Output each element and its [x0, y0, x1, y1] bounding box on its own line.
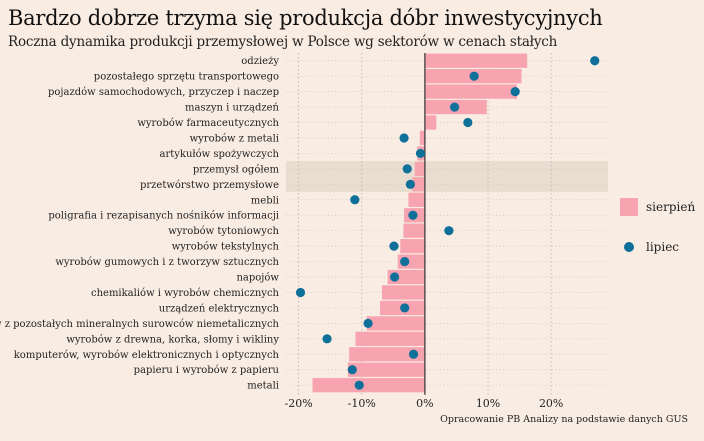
dot-lipiec: [408, 349, 419, 359]
dot-lipiec: [350, 195, 360, 205]
category-label: wyrobów z drewna, korka, słomy i wikliny: [66, 334, 279, 345]
x-tick-label: 20%: [539, 397, 563, 410]
bar-sierpien: [414, 161, 425, 176]
category-label: urządzeń elektrycznych: [159, 303, 280, 314]
dot-lipiec: [354, 380, 364, 390]
legend-swatch-bar: [620, 198, 638, 216]
category-label: pozostałego sprzętu transportowego: [94, 72, 279, 83]
category-label: poligrafia i rezapisanych nośników infor…: [48, 211, 279, 222]
dot-lipiec: [444, 226, 454, 236]
dot-lipiec: [363, 318, 373, 328]
category-label: wyrobów z metali: [190, 133, 279, 144]
x-tick-label: -10%: [348, 397, 376, 410]
category-label: papieru i wyrobów z papieru: [134, 365, 280, 376]
category-label: przemysł ogółem: [193, 164, 280, 175]
bar-sierpien: [400, 239, 425, 254]
category-label: wyrobów tytoniowych: [168, 226, 279, 237]
dot-lipiec: [347, 365, 357, 375]
bar-sierpien: [424, 115, 437, 130]
bar-sierpien: [403, 223, 425, 238]
dot-lipiec: [399, 133, 409, 143]
dot-lipiec: [408, 210, 418, 220]
dot-lipiec: [510, 87, 520, 97]
bar-sierpien: [412, 177, 425, 192]
legend-label-sierpien: sierpień: [646, 200, 696, 214]
dot-lipiec: [405, 179, 415, 189]
dot-lipiec: [322, 334, 332, 344]
category-label: napojów: [236, 273, 279, 284]
dot-lipiec: [295, 287, 306, 298]
bar-sierpien: [381, 285, 425, 300]
legend-item-lipiec: lipiec: [620, 240, 679, 254]
x-tick-label: 10%: [476, 397, 500, 410]
category-label: metali: [247, 381, 279, 392]
dot-lipiec: [590, 56, 600, 66]
x-tick-label: -20%: [285, 397, 313, 410]
category-label: pojazdów samochodowych, przyczep i nacze…: [48, 87, 279, 98]
category-label: komputerów, wyrobów elektronicznych i op…: [14, 350, 280, 361]
category-label: przetwórstwo przemysłowe: [140, 180, 279, 191]
chart-subtitle: Roczna dynamika produkcji przemysłowej w…: [8, 34, 558, 50]
category-label: chemikaliów i wyrobów chemicznych: [91, 288, 280, 299]
bar-sierpien: [424, 84, 518, 99]
bar-sierpien: [408, 192, 425, 207]
dot-lipiec: [469, 71, 479, 81]
bar-sierpien: [355, 331, 425, 346]
bar-sierpien: [419, 130, 425, 146]
dot-lipiec: [400, 303, 410, 313]
x-tick-label: 0%: [416, 397, 433, 410]
category-label: maszyn i urządzeń: [185, 103, 280, 114]
dot-lipiec: [449, 102, 460, 112]
legend-swatch-dot: [624, 242, 634, 252]
category-label: wyrobów tekstylnych: [172, 242, 280, 253]
category-label: artykułów spożywczych: [159, 149, 279, 160]
bar-sierpien: [366, 316, 425, 331]
dot-lipiec: [389, 272, 400, 282]
category-label: wyrobów farmaceutycznych: [137, 118, 279, 129]
category-label: odzieży: [241, 56, 279, 67]
chart-title: Bardzo dobrze trzyma się produkcja dóbr …: [8, 6, 603, 30]
dot-lipiec: [463, 117, 473, 128]
dot-lipiec: [415, 148, 426, 159]
category-label: wyrobów z pozostałych mineralnych surowc…: [0, 319, 280, 330]
bar-sierpien: [312, 378, 425, 393]
legend-label-lipiec: lipiec: [646, 240, 680, 254]
bar-sierpien: [349, 347, 425, 362]
source-caption: Opracowanie PB Analizy na podstawie dany…: [440, 414, 688, 425]
legend-item-sierpien: sierpień: [620, 198, 695, 216]
dot-lipiec: [400, 256, 410, 267]
category-label: mebli: [251, 195, 279, 206]
bar-sierpien: [424, 53, 528, 68]
dot-lipiec: [402, 164, 412, 174]
dot-lipiec: [389, 241, 399, 251]
bar-sierpien: [347, 362, 425, 377]
category-label: wyrobów gumowych i z tworzyw sztucznych: [55, 257, 279, 268]
